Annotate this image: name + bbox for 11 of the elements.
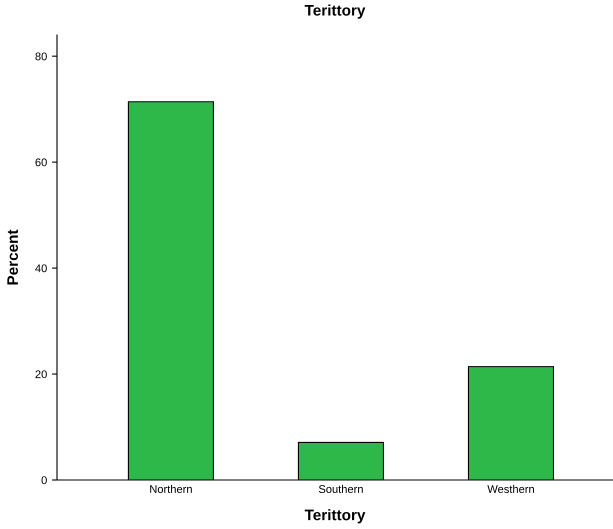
y-tick-label: 20 (35, 370, 47, 378)
y-tick-label: 80 (35, 52, 47, 60)
chart-title: Terittory (304, 4, 366, 19)
x-axis-title: Terittory (304, 509, 366, 524)
x-tick-label: Westhern (487, 484, 534, 494)
x-tick-label: Southern (318, 484, 363, 494)
y-tick-label: 60 (35, 158, 47, 166)
y-tick-label: 40 (35, 264, 47, 272)
y-axis-title: Percent (7, 230, 18, 284)
y-tick-label: 0 (42, 476, 47, 484)
x-tick-label: Northern (150, 484, 192, 494)
